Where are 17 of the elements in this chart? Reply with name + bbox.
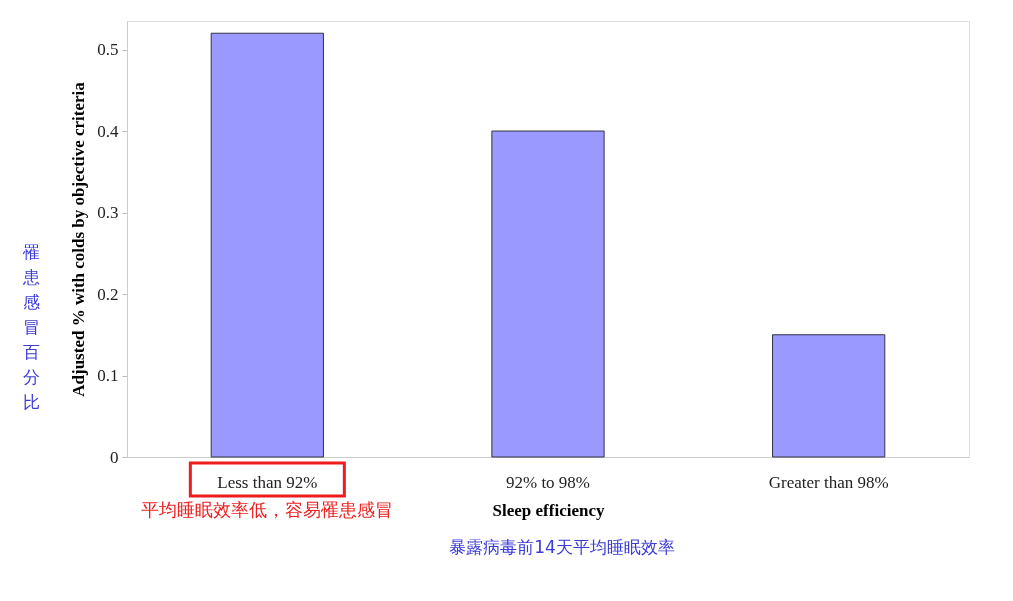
y-tick-label: 0.5	[97, 40, 119, 60]
y-axis-title: Adjusted % with colds by objective criteria	[69, 81, 89, 397]
bar	[210, 32, 324, 458]
y-tick-label: 0.4	[97, 121, 119, 141]
y-tick-label: 0.1	[97, 366, 119, 385]
text: 平均睡眠效率低，容易罹患感冒	[141, 499, 394, 520]
x-tick-label: Greater than 98%	[768, 472, 889, 492]
text: 罹患感冒百分比	[21, 242, 40, 412]
x-tick-label: Less than 92%	[217, 472, 318, 492]
y-tick-label: 0.2	[97, 284, 119, 304]
y-tick-label: 0.3	[97, 203, 119, 223]
bar	[772, 334, 886, 458]
y-tick-label: 0	[110, 447, 119, 467]
bar	[491, 130, 605, 458]
text: 暴露病毒前14天平均睡眠效率	[449, 537, 675, 557]
x-axis-title: Sleep efficiency	[492, 500, 605, 520]
x-tick-label: 92% to 98%	[505, 472, 591, 492]
